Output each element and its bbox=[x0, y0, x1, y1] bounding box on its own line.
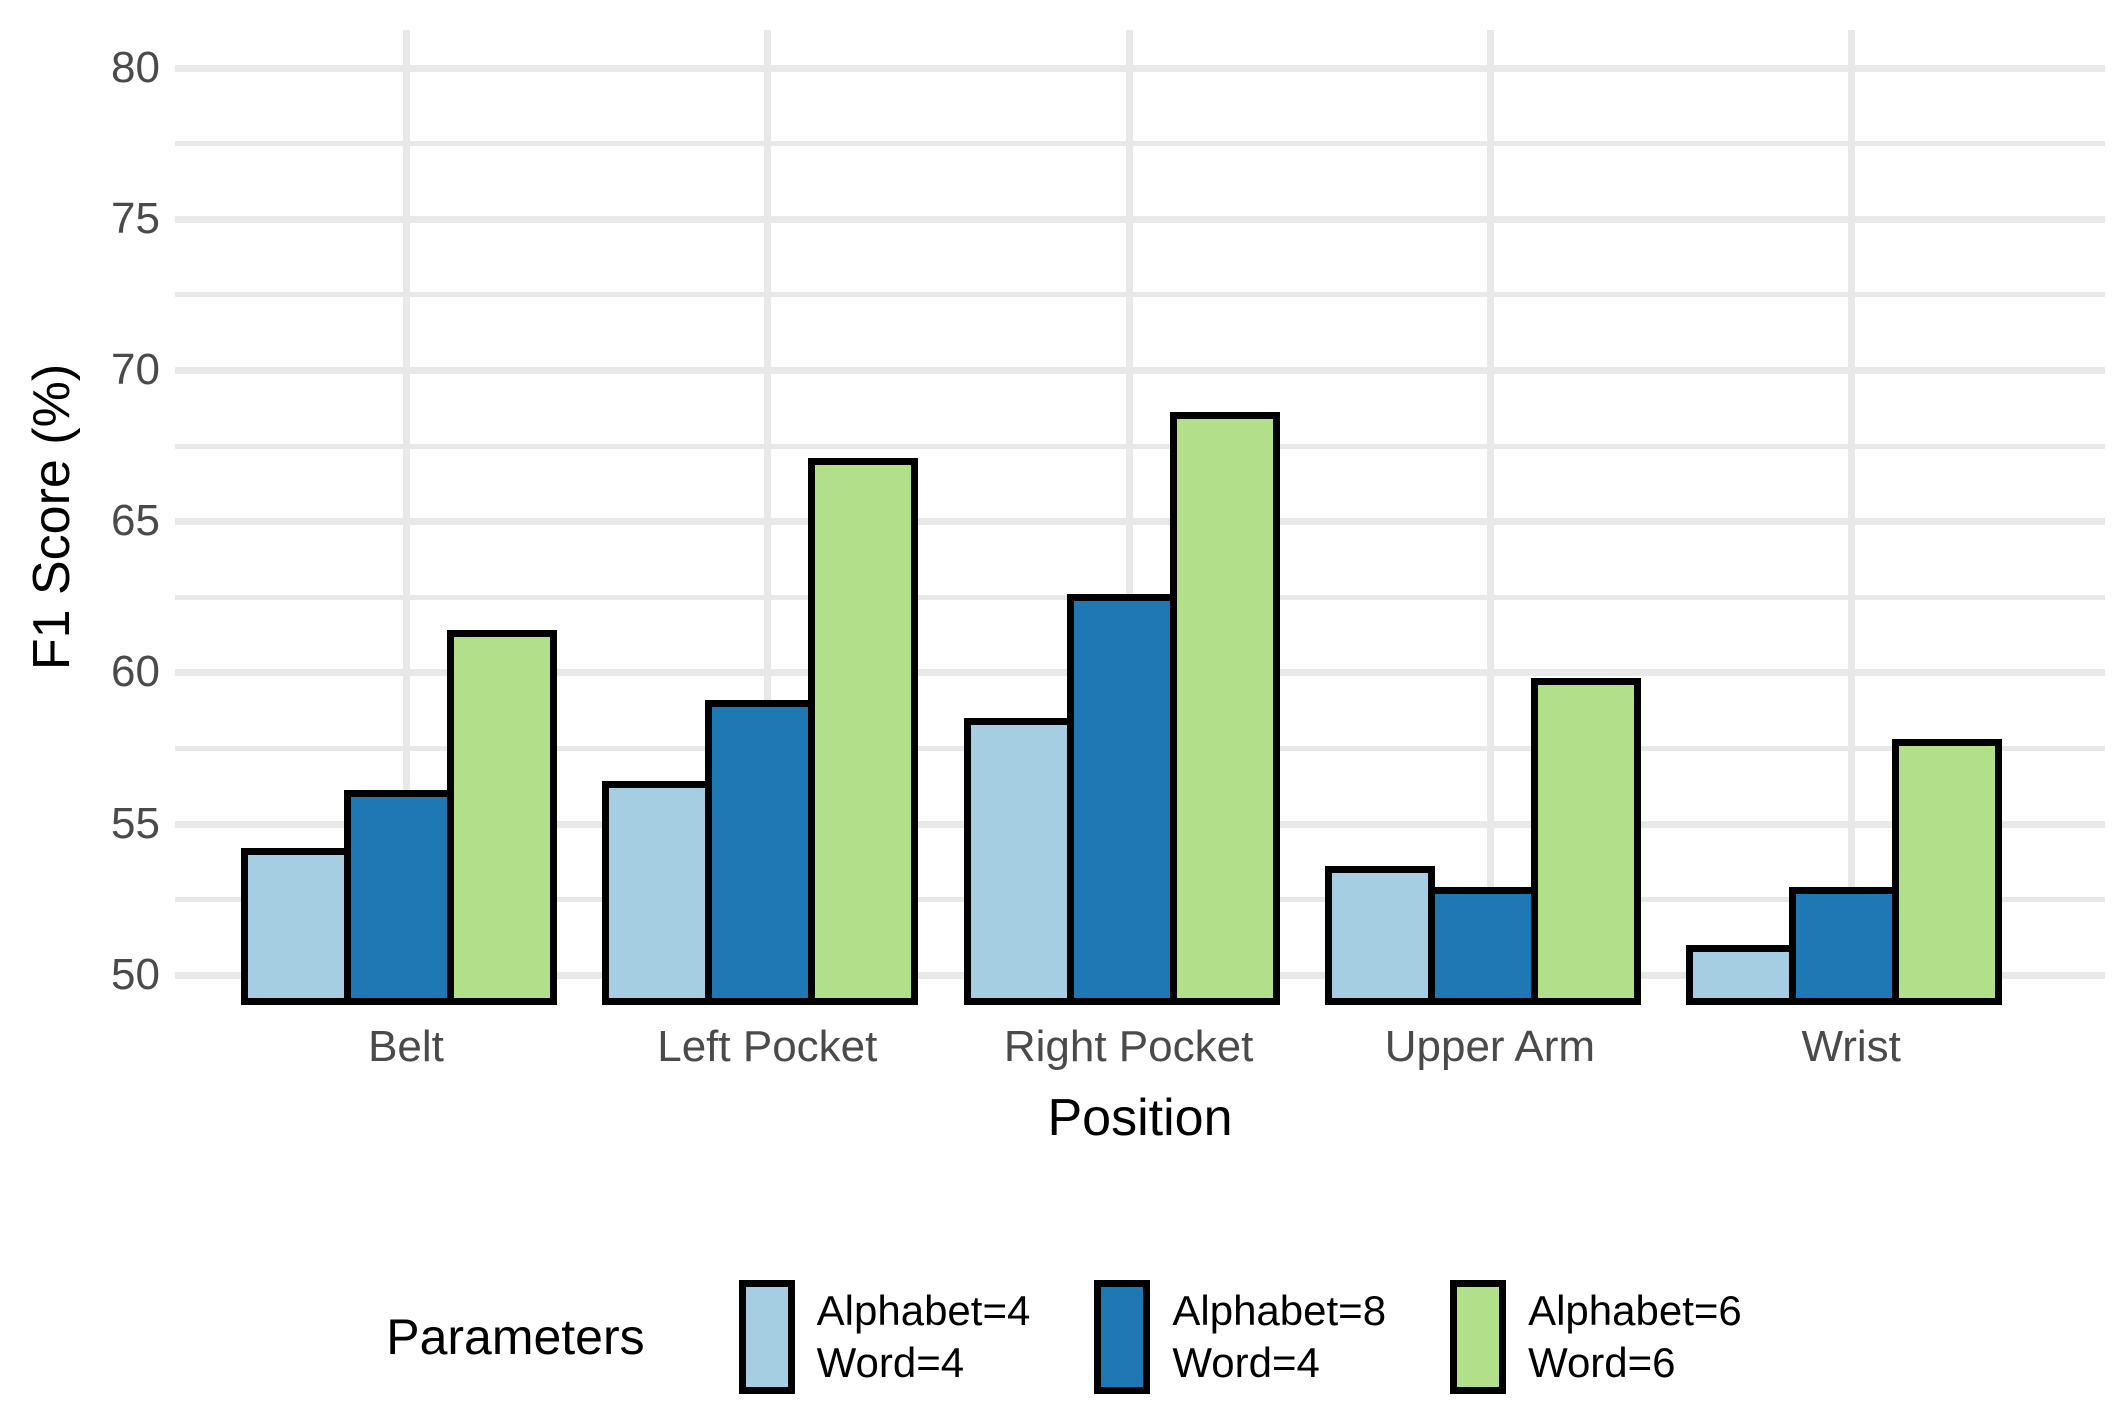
minor-gridline bbox=[175, 141, 2105, 147]
legend-label-series1: Alphabet=4 Word=4 bbox=[816, 1287, 1031, 1386]
legend-label-series2: Alphabet=8 Word=4 bbox=[1172, 1287, 1387, 1386]
legend: Parameters Alphabet=4 Word=4 Alphabet=8 W… bbox=[0, 1262, 2128, 1412]
y-tick-label: 55 bbox=[111, 798, 160, 848]
x-tick-label: Wrist bbox=[1801, 1022, 1901, 1071]
legend-label-series3: Alphabet=6 Word=6 bbox=[1528, 1287, 1742, 1386]
vertical-gridline bbox=[1848, 30, 1856, 1005]
minor-gridline bbox=[175, 292, 2105, 298]
major-gridline bbox=[175, 64, 2105, 72]
major-gridline bbox=[175, 215, 2105, 223]
bar-left-pocket-series1 bbox=[602, 781, 712, 1005]
x-axis-title: Position bbox=[1047, 1089, 1233, 1147]
y-tick-label: 50 bbox=[111, 949, 160, 999]
major-gridline bbox=[175, 518, 2105, 526]
x-tick-label: Belt bbox=[368, 1022, 444, 1071]
y-tick-label: 70 bbox=[111, 344, 160, 394]
bar-belt-series3 bbox=[447, 630, 557, 1005]
bar-wrist-series2 bbox=[1789, 887, 1899, 1005]
bar-right-pocket-series2 bbox=[1067, 594, 1177, 1005]
vertical-gridline bbox=[764, 30, 772, 1005]
bar-belt-series2 bbox=[344, 790, 454, 1005]
bar-upper-arm-series2 bbox=[1428, 887, 1538, 1005]
bar-right-pocket-series3 bbox=[1170, 412, 1280, 1005]
bar-right-pocket-series1 bbox=[964, 718, 1074, 1005]
bar-upper-arm-series1 bbox=[1325, 866, 1435, 1005]
bar-wrist-series1 bbox=[1686, 945, 1796, 1005]
minor-gridline bbox=[175, 443, 2105, 449]
bar-belt-series1 bbox=[241, 848, 351, 1005]
plot-panel bbox=[175, 30, 2105, 1005]
y-tick-label: 80 bbox=[111, 42, 160, 92]
vertical-gridline bbox=[403, 30, 410, 1005]
major-gridline bbox=[175, 366, 2105, 374]
legend-swatch-series1 bbox=[738, 1280, 795, 1394]
bar-upper-arm-series3 bbox=[1531, 678, 1641, 1005]
bar-wrist-series3 bbox=[1892, 739, 2002, 1005]
vertical-gridline bbox=[1486, 30, 1494, 1005]
x-tick-label: Left Pocket bbox=[657, 1022, 878, 1071]
legend-title: Parameters bbox=[386, 1309, 645, 1365]
x-tick-label: Upper Arm bbox=[1384, 1022, 1596, 1071]
bar-left-pocket-series3 bbox=[808, 458, 918, 1005]
y-tick-label: 65 bbox=[111, 496, 160, 546]
y-tick-label: 75 bbox=[111, 193, 160, 243]
x-tick-label: Right Pocket bbox=[1003, 1022, 1254, 1071]
legend-swatch-series2 bbox=[1094, 1280, 1151, 1394]
legend-swatch-series3 bbox=[1450, 1280, 1507, 1394]
y-tick-label: 60 bbox=[111, 647, 160, 697]
vertical-gridline bbox=[1125, 30, 1133, 1005]
legend-item-series1: Alphabet=4 Word=4 bbox=[738, 1280, 1031, 1394]
bar-left-pocket-series2 bbox=[705, 700, 815, 1005]
legend-item-series2: Alphabet=8 Word=4 bbox=[1094, 1280, 1386, 1394]
legend-item-series3: Alphabet=6 Word=6 bbox=[1450, 1280, 1742, 1394]
